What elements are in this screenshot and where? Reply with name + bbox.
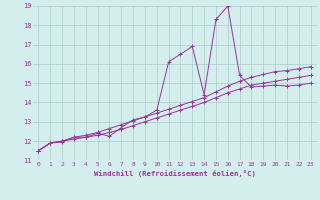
X-axis label: Windchill (Refroidissement éolien,°C): Windchill (Refroidissement éolien,°C) [94, 170, 255, 177]
